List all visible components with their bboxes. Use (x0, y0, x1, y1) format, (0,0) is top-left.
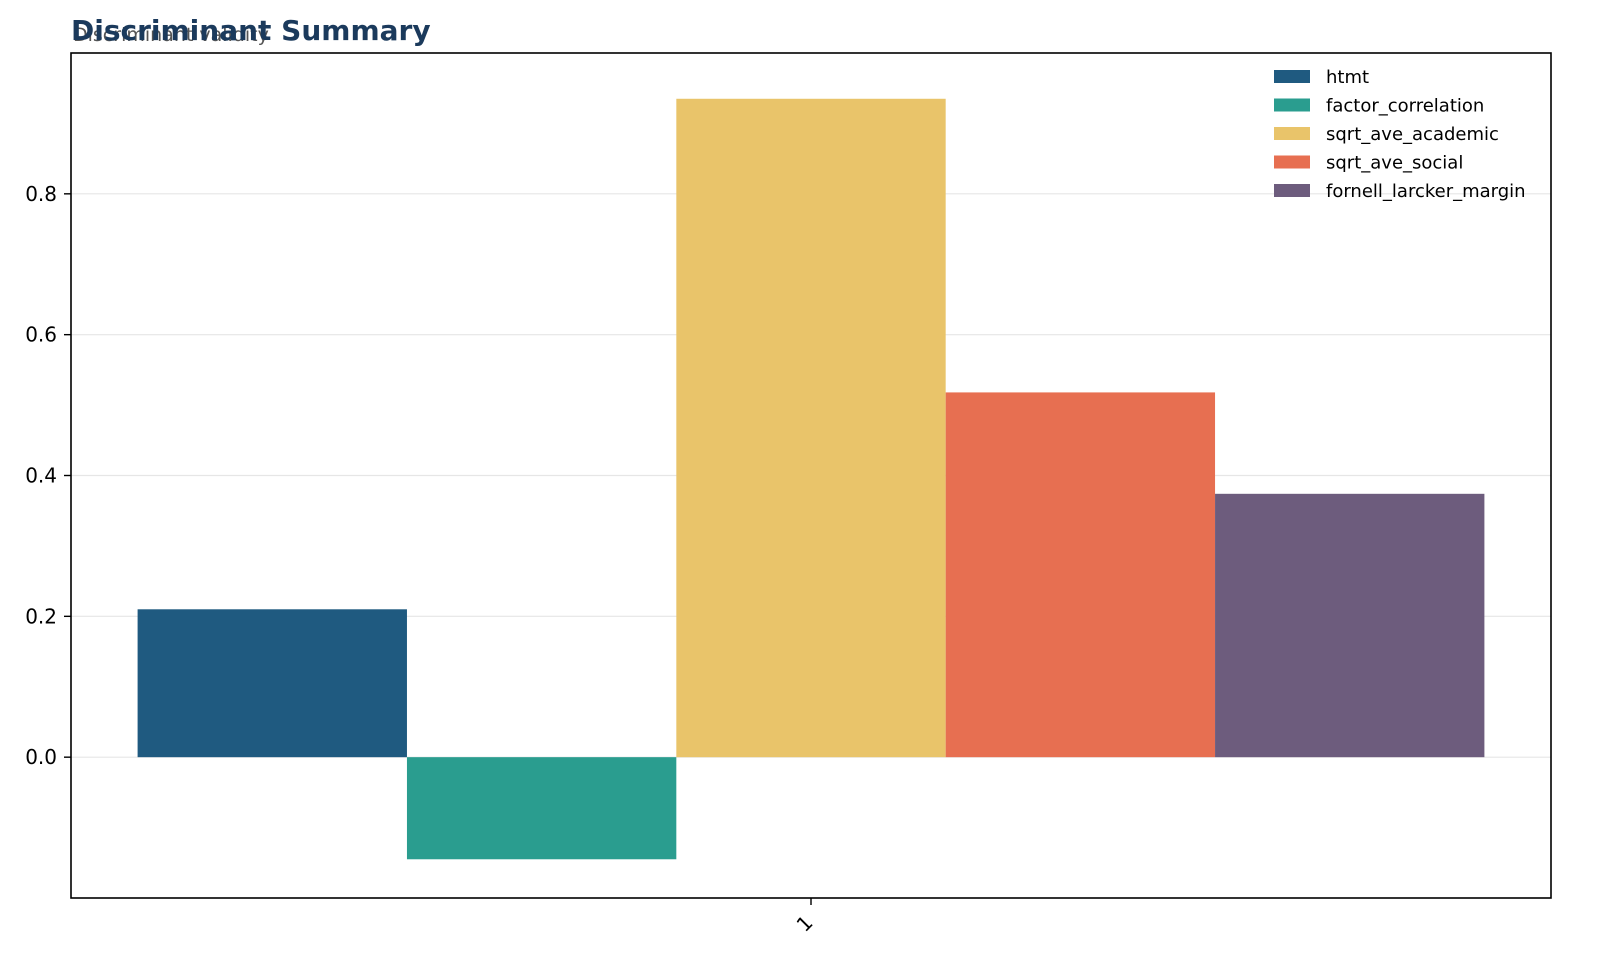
legend-label: factor_correlation (1326, 96, 1484, 117)
bar-factor-correlation (406, 757, 677, 860)
legend-label: htmt (1326, 67, 1369, 88)
y-tick-label: 0.4 (25, 464, 57, 488)
x-tick-label: 1 (792, 911, 818, 937)
y-tick-label: 0.6 (25, 323, 57, 347)
bar-sqrt-ave-social (945, 392, 1216, 758)
bar-htmt (137, 609, 407, 758)
chart-title: Discriminant Summary (71, 14, 431, 47)
legend-swatch (1274, 184, 1310, 197)
legend-swatch (1274, 70, 1310, 83)
y-tick-label: 0.8 (25, 182, 57, 206)
y-tick-label: 0.0 (25, 745, 57, 769)
bar-fornell-larcker-margin (1215, 493, 1485, 758)
bars (137, 98, 1485, 860)
legend-label: sqrt_ave_social (1326, 153, 1463, 174)
legend-swatch (1274, 98, 1310, 112)
axis-ticks: 0.0 0.2 0.4 0.6 0.8 1 (25, 182, 817, 937)
chart-subtitle: Discriminant validity (73, 24, 269, 46)
legend-label: fornell_larcker_margin (1326, 181, 1526, 202)
legend-label: sqrt_ave_academic (1326, 124, 1499, 145)
legend: htmt factor_correlation sqrt_ave_academics… (1274, 67, 1526, 202)
bar-sqrt-ave-academic (676, 98, 946, 758)
legend-swatch (1274, 127, 1310, 140)
legend-swatch (1274, 155, 1310, 169)
y-tick-label: 0.2 (25, 604, 57, 628)
